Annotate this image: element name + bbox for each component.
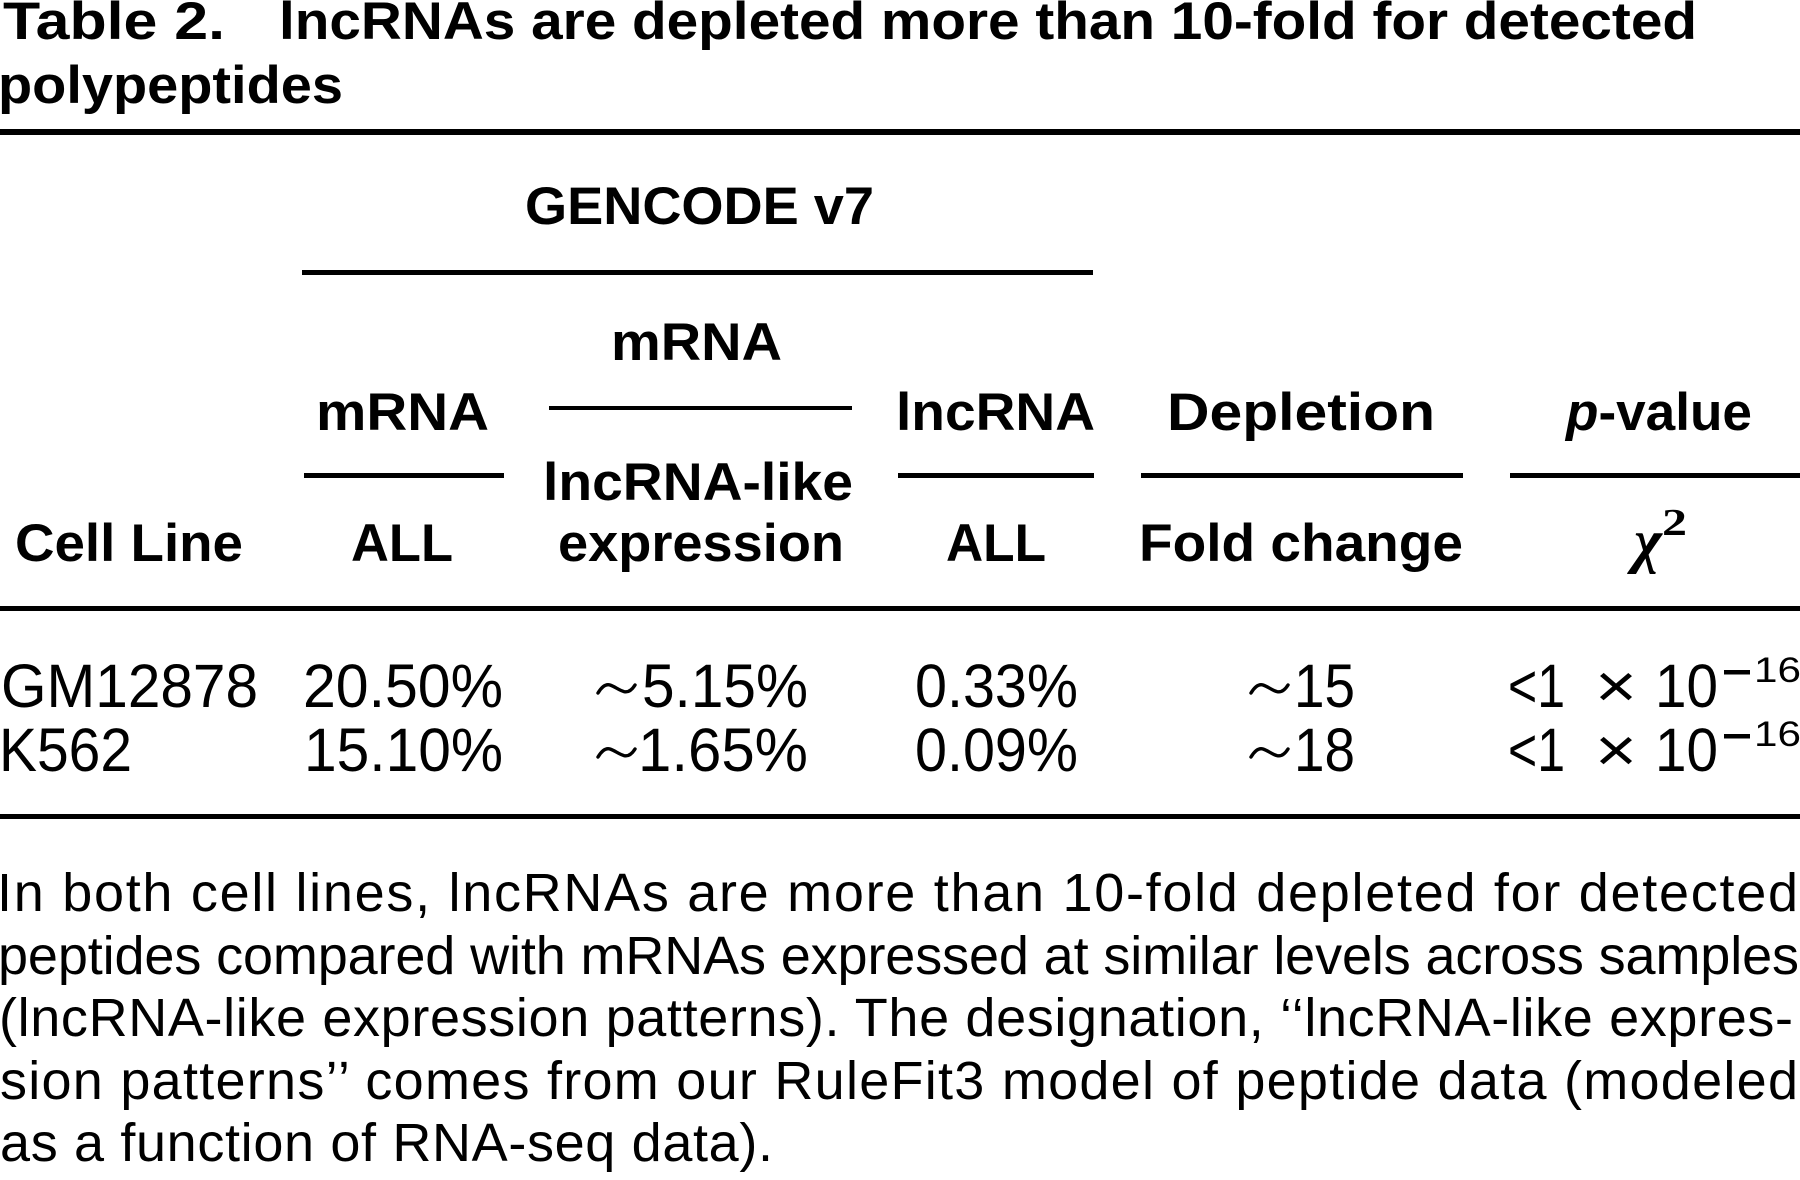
svg-text:GENCODE v7: GENCODE v7 xyxy=(525,177,874,236)
svg-text:ALL: ALL xyxy=(946,514,1046,573)
svg-text:mRNA: mRNA xyxy=(316,383,489,442)
svg-text:Depletion: Depletion xyxy=(1167,383,1435,442)
svg-text:(lncRNA-like expression patter: (lncRNA-like expression patterns). The d… xyxy=(0,988,1793,1048)
svg-text:GM12878: GM12878 xyxy=(1,652,258,720)
svg-text:×: × xyxy=(1595,716,1637,784)
svg-text:lncRNA: lncRNA xyxy=(896,383,1095,442)
svg-text:lncRNA-like: lncRNA-like xyxy=(543,453,853,512)
svg-text:0.33%: 0.33% xyxy=(915,652,1078,720)
svg-text:p-value: p-value xyxy=(1564,383,1752,442)
svg-text:<1: <1 xyxy=(1508,652,1565,720)
svg-text:<1: <1 xyxy=(1508,716,1565,784)
svg-text:polypeptides: polypeptides xyxy=(0,56,343,115)
svg-text:as a function of RNA-seq data): as a function of RNA-seq data). xyxy=(0,1113,773,1173)
svg-text:16: 16 xyxy=(1754,715,1800,754)
svg-text:Cell Line: Cell Line xyxy=(15,514,243,573)
svg-text:15: 15 xyxy=(1294,652,1355,720)
svg-text:lncRNAs are depleted more than: lncRNAs are depleted more than 10-fold f… xyxy=(279,0,1697,51)
svg-text:2: 2 xyxy=(1662,502,1687,544)
svg-text:mRNA: mRNA xyxy=(611,313,782,372)
svg-text:20.50%: 20.50% xyxy=(303,652,503,720)
svg-text:16: 16 xyxy=(1754,651,1800,690)
svg-text:expression: expression xyxy=(558,514,844,573)
svg-text:15.10%: 15.10% xyxy=(304,716,503,784)
svg-text:Table 2.: Table 2. xyxy=(3,0,225,51)
svg-text:peptides compared with mRNAs e: peptides compared with mRNAs expressed a… xyxy=(0,926,1799,986)
svg-text:K562: K562 xyxy=(0,716,132,784)
svg-text:5.15%: 5.15% xyxy=(642,652,808,720)
svg-text:10: 10 xyxy=(1655,652,1718,720)
svg-text:ALL: ALL xyxy=(351,514,453,573)
svg-text:18: 18 xyxy=(1294,716,1355,784)
svg-text:0.09%: 0.09% xyxy=(915,716,1078,784)
svg-text:×: × xyxy=(1595,652,1637,720)
svg-text:10: 10 xyxy=(1655,716,1718,784)
svg-text:In both cell lines, lncRNAs ar: In both cell lines, lncRNAs are more tha… xyxy=(0,863,1798,923)
svg-text:1.65%: 1.65% xyxy=(638,716,808,784)
svg-text:sion patterns’’ comes from our: sion patterns’’ comes from our RuleFit3 … xyxy=(0,1051,1798,1111)
svg-text:Fold change: Fold change xyxy=(1139,514,1463,573)
